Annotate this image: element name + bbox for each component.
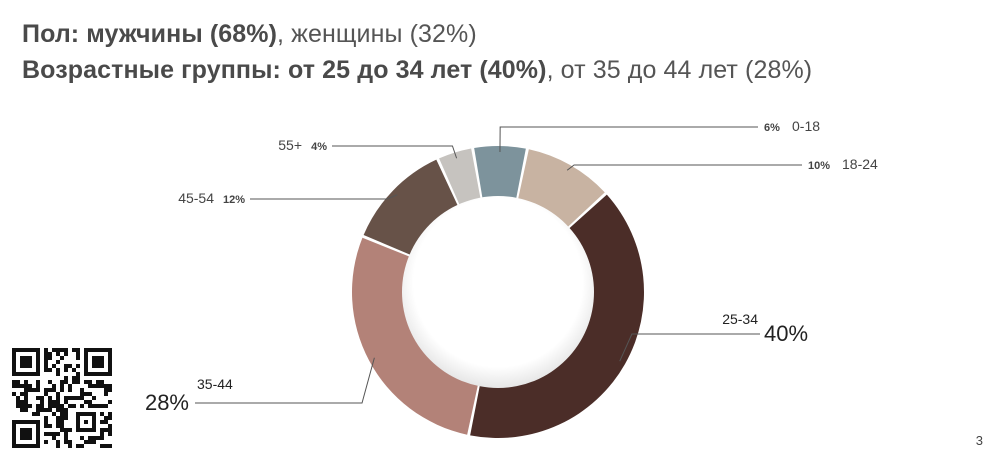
value-label-55+: 4%: [311, 141, 327, 153]
page-number: 3: [975, 433, 983, 448]
value-label-18-24: 10%: [808, 160, 830, 172]
donut-slices: [351, 146, 644, 438]
category-label-25-34: 25-34: [722, 311, 758, 327]
qr-code-icon: [12, 348, 112, 448]
age-label: Возрастные группы:: [22, 56, 281, 84]
callout-line-45-54: [250, 194, 398, 200]
value-label-35-44: 28%: [145, 390, 189, 415]
category-label-45-54: 45-54: [178, 190, 214, 206]
donut-slice-35-44: [351, 237, 479, 435]
age-headline: Возрастные группы: от 25 до 34 лет (40%)…: [22, 56, 812, 85]
donut-slice-45-54: [363, 159, 459, 256]
gender-headline: Пол: мужчины (68%), женщины (32%): [22, 20, 477, 49]
donut-slice-55+: [439, 148, 481, 206]
callout-labels: 6% 0-18 10% 18-24 40% 25-34 28% 35-44 12% 45-54 4%…: [145, 118, 878, 415]
category-label-35-44: 35-44: [197, 376, 233, 392]
value-label-0-18: 6%: [764, 122, 780, 134]
callout-line-18-24: [566, 164, 802, 171]
age-top1-value: от 25 до 34 лет (40%): [288, 56, 547, 84]
category-label-0-18: 0-18: [792, 118, 820, 134]
gender-label: Пол:: [22, 20, 80, 48]
callout-lines: [195, 126, 802, 404]
donut-hole: [402, 196, 594, 388]
donut-slice-0-18: [474, 146, 526, 200]
value-label-45-54: 12%: [223, 194, 245, 206]
callout-line-55+: [332, 145, 458, 159]
value-label-25-34: 40%: [764, 321, 808, 346]
donut-slice-18-24: [517, 149, 605, 228]
age-top2-value: , от 35 до 44 лет (28%): [546, 56, 813, 84]
gender-female-value: , женщины (32%): [277, 20, 477, 48]
gender-male-value: мужчины (68%): [86, 20, 278, 48]
callout-line-0-18: [499, 126, 758, 153]
category-label-55+: 55+: [278, 137, 302, 153]
callout-line-35-44: [195, 357, 375, 404]
callout-line-25-34: [619, 333, 760, 362]
donut-slice-25-34: [470, 194, 644, 438]
category-label-18-24: 18-24: [842, 156, 878, 172]
